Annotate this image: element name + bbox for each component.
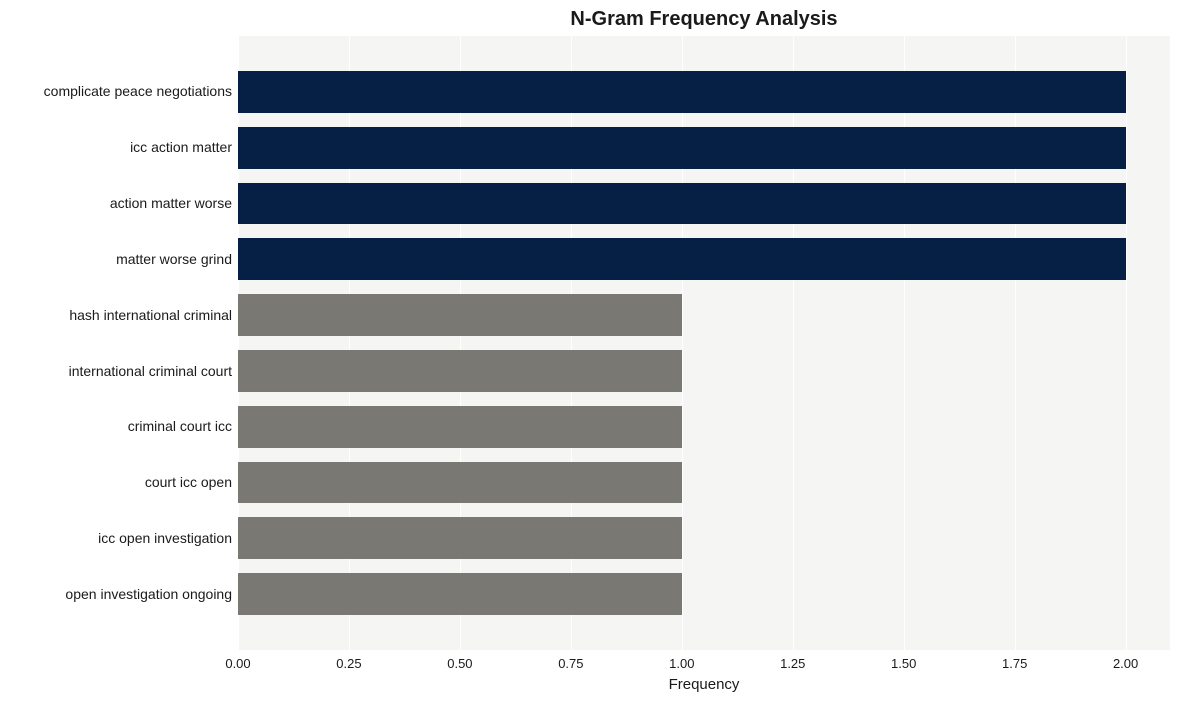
x-tick-label: 2.00 — [1113, 656, 1138, 671]
bar — [238, 406, 682, 448]
x-tick-label: 0.50 — [447, 656, 472, 671]
bar — [238, 183, 1126, 225]
bar — [238, 127, 1126, 169]
bar — [238, 517, 682, 559]
y-tick-label: icc action matter — [130, 139, 232, 155]
y-tick-label: international criminal court — [69, 363, 232, 379]
bar — [238, 71, 1126, 113]
x-tick-label: 0.00 — [225, 656, 250, 671]
x-tick-label: 1.00 — [669, 656, 694, 671]
x-tick-label: 0.75 — [558, 656, 583, 671]
x-tick-label: 0.25 — [336, 656, 361, 671]
y-tick-label: matter worse grind — [116, 251, 232, 267]
x-axis-title: Frequency — [0, 676, 1178, 693]
y-tick-label: open investigation ongoing — [65, 586, 232, 602]
bar — [238, 573, 682, 615]
bar — [238, 462, 682, 504]
y-tick-label: action matter worse — [110, 195, 232, 211]
bar — [238, 294, 682, 336]
y-tick-label: icc open investigation — [98, 530, 232, 546]
bar — [238, 350, 682, 392]
x-tick-label: 1.50 — [891, 656, 916, 671]
x-grid-line — [1126, 36, 1127, 650]
y-tick-label: hash international criminal — [69, 307, 232, 323]
y-tick-label: complicate peace negotiations — [44, 83, 232, 99]
x-tick-label: 1.25 — [780, 656, 805, 671]
plot-area — [238, 36, 1170, 650]
chart-title: N-Gram Frequency Analysis — [0, 8, 1178, 31]
y-tick-label: criminal court icc — [128, 418, 232, 434]
y-tick-label: court icc open — [145, 474, 232, 490]
bar — [238, 238, 1126, 280]
x-tick-label: 1.75 — [1002, 656, 1027, 671]
